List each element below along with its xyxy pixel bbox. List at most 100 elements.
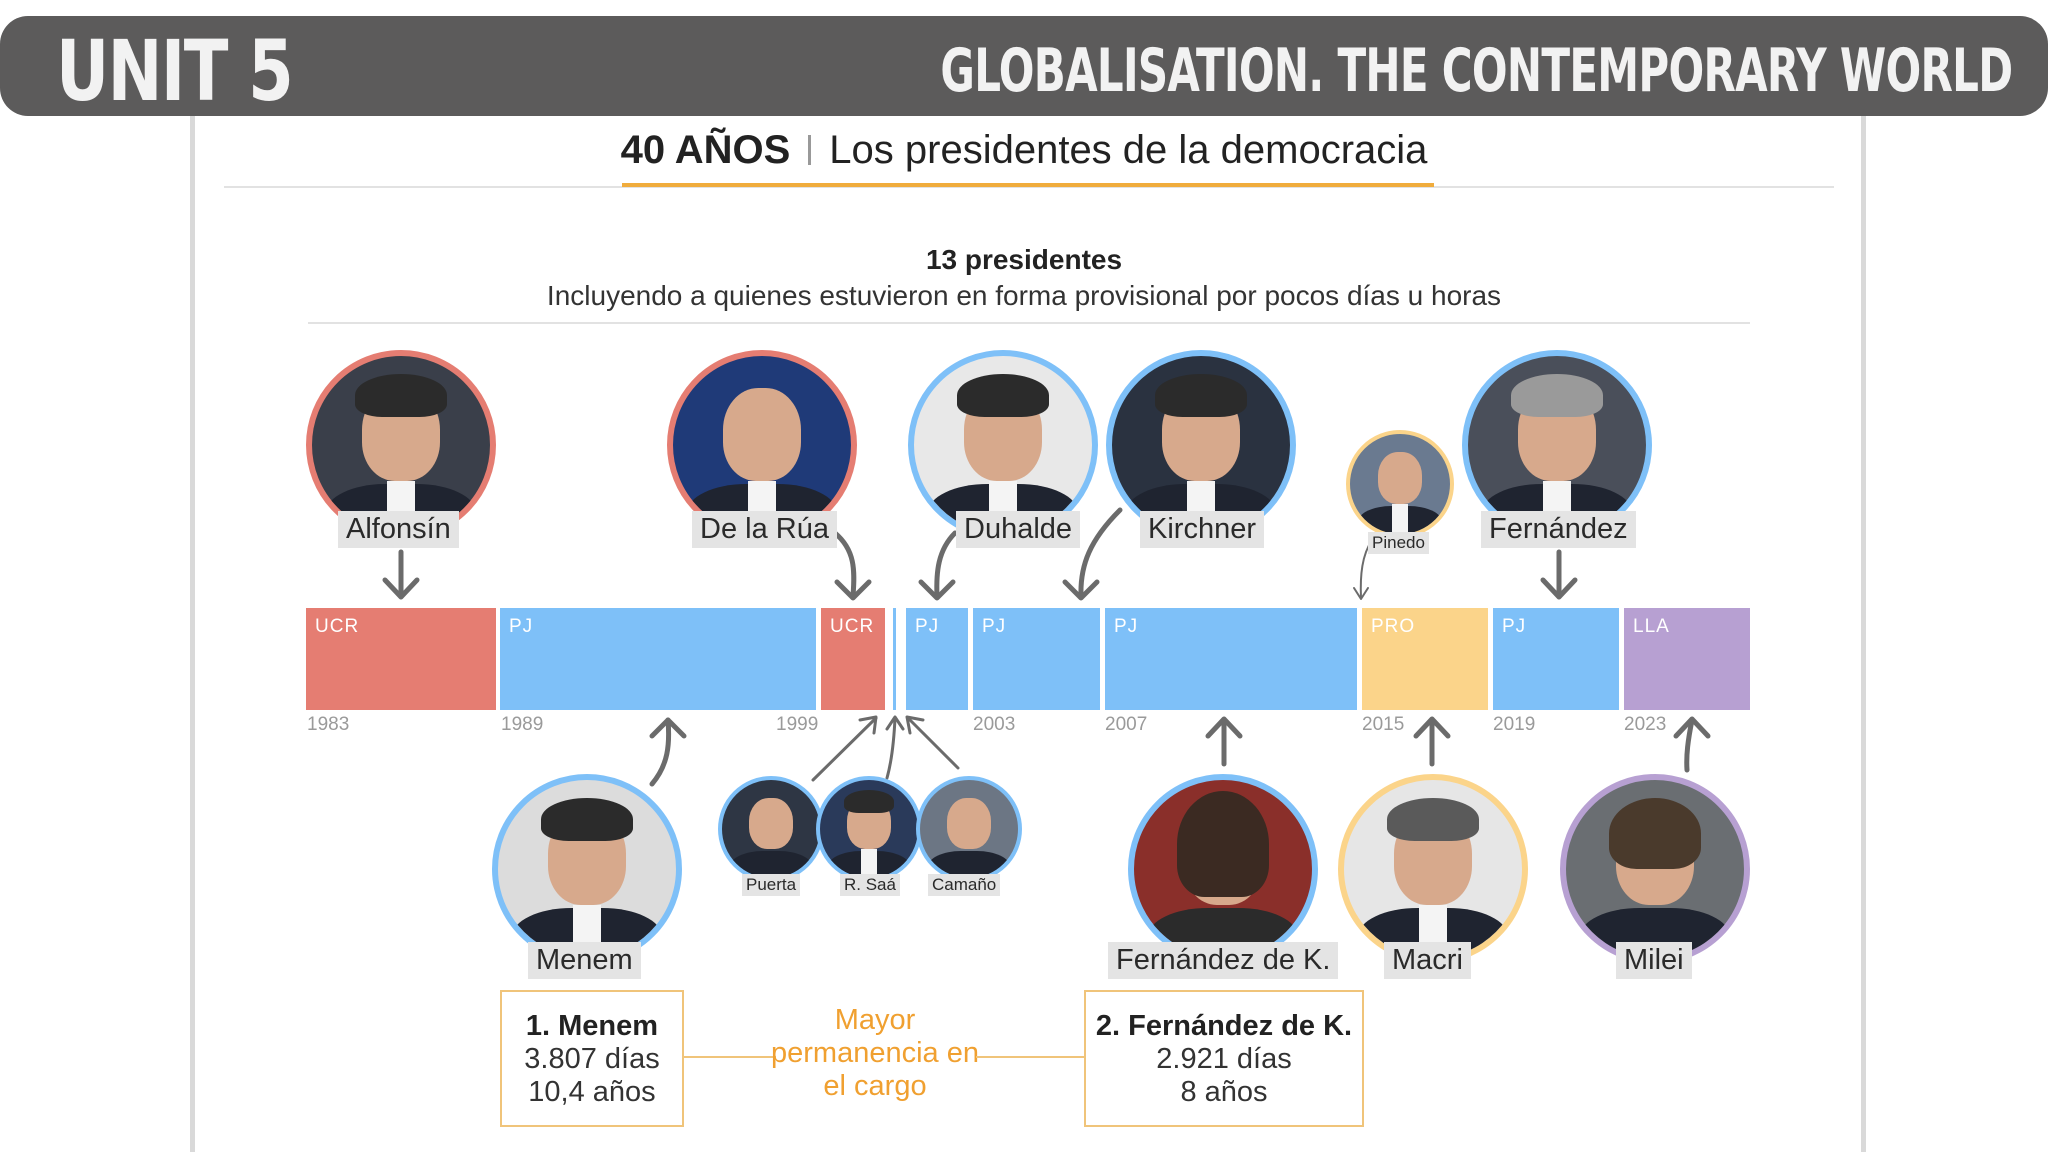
portrait-kirchner (1106, 350, 1296, 540)
hair-shape (956, 373, 1050, 417)
shirt-shape (861, 848, 877, 878)
portrait-r-saa (816, 776, 922, 882)
connector-right (976, 1056, 1084, 1058)
portrait-puerta (718, 776, 824, 882)
name-r-saa: R. Saá (840, 874, 900, 896)
segment-pj-fernandez: PJ (1493, 608, 1619, 710)
portrait-alfonsin (306, 350, 496, 540)
face-shape (1378, 452, 1422, 504)
segment-pj-fernandez-de-k: PJ (1105, 608, 1357, 710)
segment-label: PRO (1371, 616, 1416, 637)
longest-label: Mayor permanencia en el cargo (771, 1004, 979, 1102)
name-kirchner: Kirchner (1140, 511, 1264, 548)
arrow-down-icon (918, 530, 958, 601)
arrow-up-icon (649, 717, 687, 787)
longest-first-years: 10,4 años (528, 1076, 656, 1108)
segment-ucr-delarua: UCR (821, 608, 885, 710)
arrow-up-icon (1673, 716, 1711, 773)
longest-first-days: 3.807 días (524, 1043, 660, 1075)
infographic-title: 40 AÑOS Los presidentes de la democracia (0, 128, 2048, 173)
hair-shape (354, 373, 448, 417)
hair-shape (843, 789, 895, 814)
right-border (1861, 116, 1866, 1152)
segment-ucr-alfonsin: UCR (306, 608, 496, 710)
longest-second-years: 8 años (1180, 1076, 1268, 1108)
segment-pj-menem: PJ (500, 608, 816, 710)
portrait-milei (1560, 774, 1750, 964)
name-alfonsin: Alfonsín (338, 511, 459, 548)
segment-pj-duhalde: PJ (906, 608, 968, 710)
portrait-macri (1338, 774, 1528, 964)
name-camano: Camaño (928, 874, 1001, 896)
segment-lla-milei: LLA (1624, 608, 1750, 710)
unit-title: GLOBALISATION. THE CONTEMPORARY WORLD (940, 36, 2013, 106)
name-macri: Macri (1384, 942, 1471, 979)
hair-shape (1510, 373, 1604, 417)
title-rest: Los presidentes de la democracia (829, 128, 1428, 172)
segment-label: LLA (1633, 616, 1670, 637)
segment-label: PJ (915, 616, 940, 637)
longest-first-box: 1. Menem 3.807 días 10,4 años (500, 990, 684, 1127)
longest-second-title: 2. Fernández de K. (1095, 1010, 1353, 1042)
title-bold: 40 AÑOS (620, 128, 791, 172)
title-underline (622, 183, 1434, 187)
unit-header-bar (0, 16, 2048, 116)
suit-shape (729, 850, 813, 878)
year-label: 2015 (1362, 714, 1405, 735)
portrait-menem (492, 774, 682, 964)
name-milei: Milei (1616, 942, 1692, 979)
left-border (190, 116, 195, 1152)
year-label: 2019 (1493, 714, 1536, 735)
arrow-up-icon (885, 715, 905, 780)
segment-label: PJ (1502, 616, 1527, 637)
name-duhalde: Duhalde (956, 511, 1081, 548)
hair-shape (1608, 797, 1702, 869)
portrait-fernandez-de-k (1128, 774, 1318, 964)
suit-shape (927, 850, 1011, 878)
name-fernandez: Fernández (1481, 511, 1636, 548)
year-label: 2023 (1624, 714, 1667, 735)
longest-first-title: 1. Menem (525, 1010, 659, 1042)
hair-shape (540, 797, 634, 841)
longest-second-box: 2. Fernández de K. 2.921 días 8 años (1084, 990, 1364, 1127)
year-label: 1999 (776, 714, 819, 735)
title-rule (224, 186, 1834, 188)
year-label: 2007 (1105, 714, 1148, 735)
arrow-up-icon (1205, 716, 1243, 767)
connector-left (684, 1056, 776, 1058)
segment-provisional (893, 608, 896, 710)
name-puerta: Puerta (742, 874, 801, 896)
segment-pj-kirchner: PJ (973, 608, 1100, 710)
name-fernandez-de-k: Fernández de K. (1108, 942, 1339, 979)
arrow-down-icon (1062, 507, 1123, 601)
name-de-la-rua: De la Rúa (692, 511, 837, 548)
unit-label: UNIT 5 (56, 22, 294, 120)
segment-label: UCR (315, 616, 360, 637)
subtitle: Incluyendo a quienes estuvieron en forma… (546, 280, 1502, 311)
portrait-duhalde (908, 350, 1098, 540)
subtitle-rule (308, 322, 1750, 324)
title-separator (808, 135, 812, 165)
portrait-camano (916, 776, 1022, 882)
count-line: 13 presidentes (925, 244, 1123, 275)
hair-shape (1386, 797, 1480, 841)
name-pinedo: Pinedo (1368, 532, 1429, 554)
face-shape (947, 797, 991, 849)
hair-shape (1154, 373, 1248, 417)
arrow-up-icon (811, 715, 878, 782)
arrow-up-icon (1413, 716, 1451, 767)
arrow-down-icon (382, 549, 420, 600)
shirt-shape (1392, 504, 1408, 534)
segment-label: PJ (509, 616, 534, 637)
segment-label: PJ (1114, 616, 1139, 637)
name-menem: Menem (528, 942, 641, 979)
segment-label: PJ (982, 616, 1007, 637)
portrait-de-la-rua (667, 350, 857, 540)
portrait-pinedo (1346, 430, 1454, 538)
longest-second-days: 2.921 días (1156, 1043, 1292, 1075)
year-label: 1989 (501, 714, 544, 735)
face-shape (722, 388, 802, 481)
arrow-up-icon (905, 715, 960, 770)
hair-shape (1176, 790, 1270, 898)
